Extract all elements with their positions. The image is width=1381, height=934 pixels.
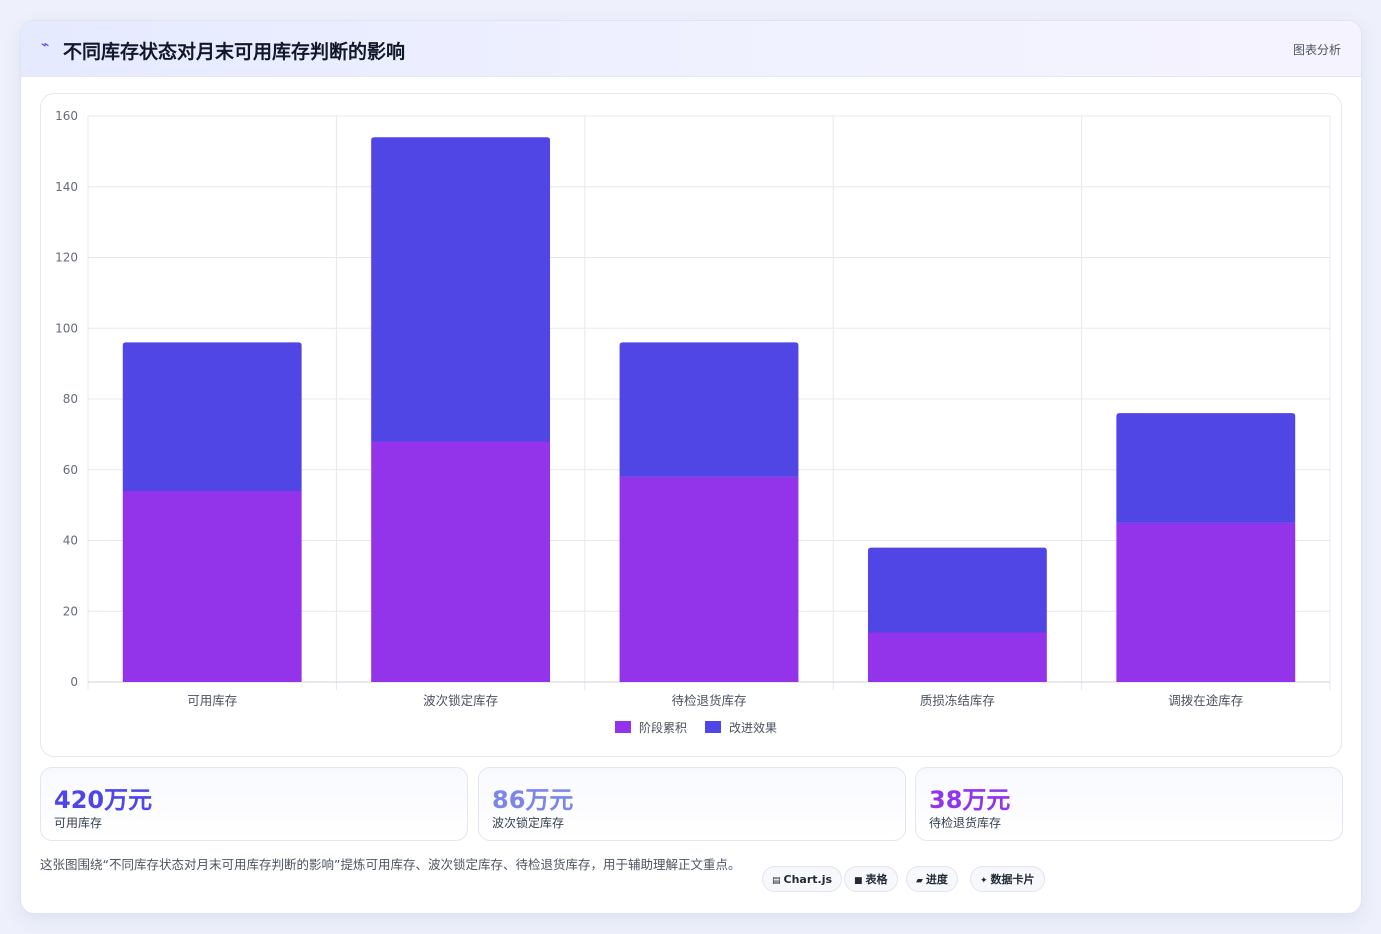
- bar-segment: [619, 342, 799, 477]
- chart-description: 这张图围绕“不同库存状态对月末可用库存判断的影响”提炼可用库存、波次锁定库存、待…: [40, 857, 741, 872]
- progress-icon: ▰: [916, 876, 923, 886]
- bar-segment: [867, 632, 1047, 682]
- x-tick-label: 调拨在途库存: [1168, 693, 1243, 708]
- bar-segment: [619, 476, 799, 682]
- pill-label: 表格: [865, 873, 888, 886]
- stat-card-available: 420万元 可用库存: [40, 767, 468, 841]
- card-header: ⌁ 不同库存状态对月末可用库存判断的影响 图表分析: [21, 21, 1361, 77]
- x-tick-label: 质损冻结库存: [920, 693, 995, 708]
- pill-label: Chart.js: [783, 873, 833, 886]
- bar-segment: [1116, 413, 1296, 523]
- y-tick-label: 40: [63, 534, 78, 548]
- stat-card-locked: 86万元 波次锁定库存: [478, 767, 906, 841]
- y-tick-label: 120: [55, 251, 78, 265]
- stat-card-returns: 38万元 待检退货库存: [915, 767, 1343, 841]
- x-tick-label: 待检退货库存: [671, 693, 746, 708]
- pill-data-card[interactable]: ✦ 数据卡片: [970, 866, 1045, 892]
- y-tick-label: 160: [55, 109, 78, 123]
- bar-segment: [122, 342, 302, 491]
- y-tick-label: 20: [63, 604, 78, 618]
- pill-label: 数据卡片: [990, 873, 1035, 886]
- stat-value: 38万元: [929, 786, 1011, 814]
- chart-panel: 0 20 40 60 80 100 120 140 160 可用库存 波次锁定库存 待检退货库存 质损冻…: [40, 93, 1342, 757]
- legend-swatch: [615, 721, 631, 733]
- y-tick-label: 100: [55, 321, 78, 335]
- bar-segment: [1116, 522, 1296, 682]
- y-tick-label: 0: [70, 675, 78, 689]
- pill-label: 进度: [925, 873, 948, 886]
- legend-swatch: [705, 721, 721, 733]
- legend-label: 改进效果: [729, 720, 777, 735]
- wave-icon: ⌁: [41, 37, 50, 53]
- card-title: 不同库存状态对月末可用库存判断的影响: [63, 41, 406, 63]
- header-tag: 图表分析: [1292, 43, 1341, 57]
- legend-label: 阶段累积: [639, 720, 687, 735]
- bar-segment: [122, 490, 302, 682]
- stat-value: 86万元: [492, 786, 574, 814]
- y-tick-label: 80: [63, 392, 78, 406]
- pill-table[interactable]: ■ 表格: [844, 866, 898, 892]
- chart-icon: ▤: [772, 876, 781, 886]
- stat-label: 可用库存: [54, 816, 103, 830]
- pill-progress[interactable]: ▰ 进度: [906, 866, 958, 892]
- bar-segment: [867, 547, 1047, 633]
- stacked-bar-chart: 0 20 40 60 80 100 120 140 160 可用库存 波次锁定库存 待检退货库存 质损冻…: [55, 109, 1331, 735]
- pill-chartjs[interactable]: ▤ Chart.js: [762, 866, 843, 892]
- y-tick-label: 60: [63, 463, 78, 477]
- stat-value: 420万元: [54, 786, 153, 814]
- card-icon: ✦: [980, 876, 988, 886]
- table-icon: ■: [854, 876, 863, 886]
- x-tick-label: 可用库存: [187, 693, 237, 708]
- chart-card: ⌁ 不同库存状态对月末可用库存判断的影响 图表分析 0 20 40 60 80 100 12…: [20, 20, 1362, 914]
- stat-label: 待检退货库存: [929, 816, 1002, 830]
- bar-segment: [371, 441, 551, 682]
- bar-segment: [371, 137, 551, 442]
- y-tick-label: 140: [55, 180, 78, 194]
- stat-label: 波次锁定库存: [492, 816, 565, 830]
- x-tick-label: 波次锁定库存: [423, 693, 498, 708]
